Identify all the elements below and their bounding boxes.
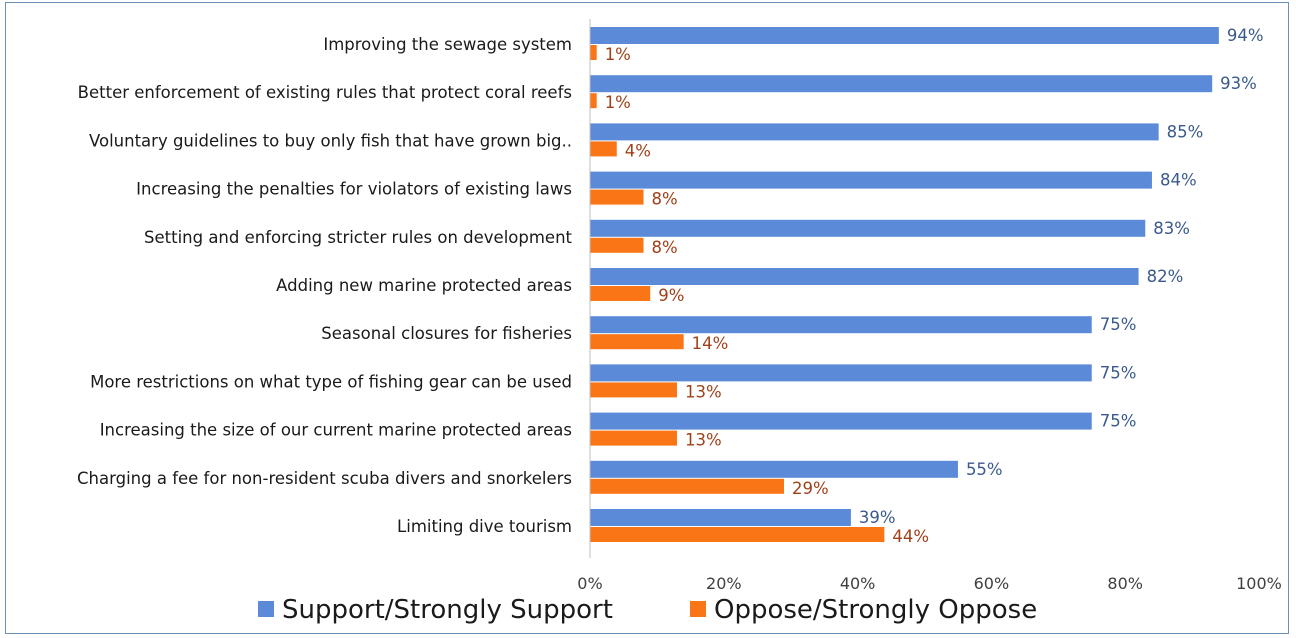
- oppose-value-label: 8%: [652, 190, 678, 209]
- oppose-value-label: 13%: [685, 382, 722, 401]
- oppose-value-label: 9%: [658, 286, 684, 305]
- support-value-label: 75%: [1100, 363, 1137, 382]
- value-labels: 94% 1% 93% 1% 85% 4% 84% 8% 83% 8% 82% 9% 75% 14% 75% 1…: [605, 26, 1264, 546]
- support-bar: [590, 460, 958, 478]
- support-value-label: 75%: [1100, 412, 1137, 431]
- legend-label: Oppose/Strongly Oppose: [714, 595, 1037, 625]
- oppose-bar: [590, 189, 644, 205]
- oppose-bar: [590, 141, 617, 157]
- support-bar: [590, 412, 1092, 430]
- category-label: Charging a fee for non-resident scuba di…: [77, 469, 572, 488]
- support-value-label: 85%: [1167, 122, 1204, 141]
- category-label: Better enforcement of existing rules tha…: [78, 83, 572, 102]
- x-tick-labels: 0% 20% 40% 60% 80% 100%: [577, 574, 1282, 593]
- x-tick-label: 60%: [974, 574, 1010, 593]
- oppose-bar: [590, 430, 677, 446]
- bars: [590, 27, 1219, 542]
- legend-label: Support/Strongly Support: [282, 595, 613, 625]
- category-label: Setting and enforcing stricter rules on …: [144, 228, 573, 247]
- bar-chart: Improving the sewage system Better enforc…: [77, 19, 1282, 625]
- oppose-bar: [590, 45, 597, 60]
- category-label: Adding new marine protected areas: [276, 276, 572, 295]
- oppose-bar: [590, 93, 597, 109]
- support-bar: [590, 75, 1213, 93]
- legend: Support/Strongly Support Oppose/Strongly …: [258, 595, 1037, 625]
- support-value-label: 39%: [859, 508, 896, 527]
- chart-frame: Improving the sewage system Better enforc…: [5, 2, 1289, 634]
- oppose-value-label: 29%: [792, 479, 829, 498]
- support-value-label: 83%: [1153, 219, 1190, 238]
- x-tick-label: 40%: [840, 574, 876, 593]
- oppose-value-label: 1%: [605, 45, 631, 64]
- category-label: More restrictions on what type of fishin…: [90, 372, 572, 391]
- support-bar: [590, 123, 1159, 141]
- oppose-value-label: 44%: [892, 527, 929, 546]
- category-label: Limiting dive tourism: [397, 517, 572, 536]
- oppose-value-label: 4%: [625, 141, 651, 160]
- oppose-bar: [590, 382, 677, 398]
- category-label: Voluntary guidelines to buy only fish th…: [89, 131, 572, 150]
- x-tick-label: 20%: [706, 574, 742, 593]
- support-bar: [590, 171, 1152, 189]
- support-bar: [590, 509, 851, 526]
- category-label: Improving the sewage system: [323, 35, 572, 54]
- support-bar: [590, 316, 1092, 334]
- category-label: Seasonal closures for fisheries: [321, 324, 572, 343]
- category-label: Increasing the size of our current marin…: [100, 421, 572, 440]
- oppose-bar: [590, 237, 644, 253]
- support-value-label: 94%: [1227, 26, 1264, 45]
- support-value-label: 84%: [1160, 171, 1197, 190]
- x-tick-label: 80%: [1107, 574, 1143, 593]
- oppose-value-label: 8%: [652, 238, 678, 257]
- support-bar: [590, 27, 1219, 44]
- support-bar: [590, 268, 1139, 285]
- oppose-value-label: 14%: [692, 334, 729, 353]
- oppose-value-label: 1%: [605, 93, 631, 112]
- category-label: Increasing the penalties for violators o…: [136, 180, 572, 199]
- support-value-label: 82%: [1147, 267, 1184, 286]
- oppose-bar: [590, 527, 885, 542]
- oppose-bar: [590, 334, 684, 350]
- oppose-value-label: 13%: [685, 431, 722, 450]
- support-value-label: 55%: [966, 460, 1003, 479]
- legend-swatch: [690, 601, 706, 617]
- support-value-label: 93%: [1220, 74, 1257, 93]
- support-bar: [590, 364, 1092, 382]
- support-value-label: 75%: [1100, 315, 1137, 334]
- oppose-bar: [590, 478, 785, 494]
- x-tick-label: 0%: [577, 574, 602, 593]
- support-bar: [590, 219, 1146, 237]
- legend-swatch: [258, 601, 274, 617]
- oppose-bar: [590, 286, 651, 301]
- x-tick-label: 100%: [1236, 574, 1282, 593]
- category-labels: Improving the sewage system Better enforc…: [77, 35, 573, 536]
